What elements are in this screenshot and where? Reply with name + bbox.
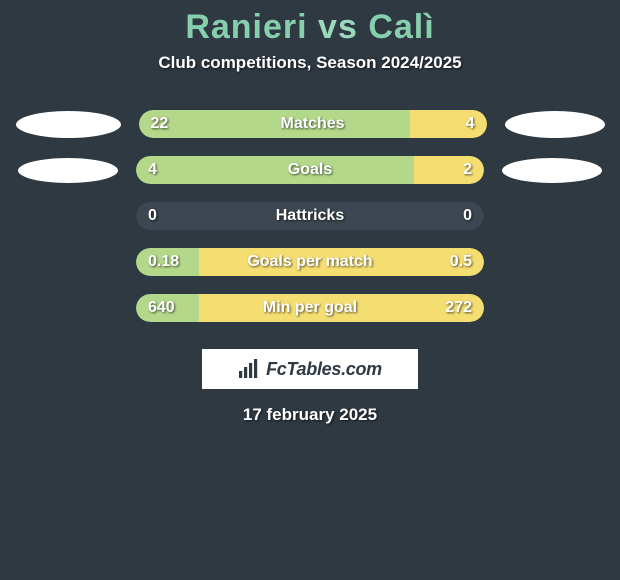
chart-bars-icon (238, 359, 260, 379)
subtitle: Club competitions, Season 2024/2025 (0, 53, 620, 101)
stat-value-left: 0.18 (148, 248, 179, 276)
stat-bar: 0.180.5Goals per match (136, 248, 484, 276)
player2-name: Calì (368, 8, 434, 46)
stat-value-right: 0.5 (450, 248, 472, 276)
stat-value-right: 0 (463, 202, 472, 230)
comparison-row: 640272Min per goal (0, 285, 620, 331)
stat-bar: 224Matches (139, 110, 487, 138)
distribution-ellipse-left (16, 111, 121, 138)
stat-bar: 640272Min per goal (136, 294, 484, 322)
brand-box: FcTables.com (202, 349, 418, 389)
stat-value-right: 4 (466, 110, 475, 138)
comparison-row: 224Matches (0, 101, 620, 147)
stat-value-left: 4 (148, 156, 157, 184)
bar-fill-right (199, 294, 484, 322)
vs-word: vs (318, 8, 358, 46)
bar-fill-right (199, 248, 484, 276)
distribution-ellipse-right (505, 111, 605, 138)
bar-fill-left (136, 156, 414, 184)
stat-value-left: 22 (151, 110, 169, 138)
stat-value-left: 640 (148, 294, 175, 322)
stat-bar: 00Hattricks (136, 202, 484, 230)
page-title: Ranieri vs Calì (0, 0, 620, 53)
distribution-ellipse-right (502, 158, 602, 183)
stat-bar: 42Goals (136, 156, 484, 184)
date-line: 17 february 2025 (0, 405, 620, 425)
bar-fill-right (410, 110, 487, 138)
stat-value-right: 2 (463, 156, 472, 184)
distribution-ellipse-left (18, 158, 118, 183)
brand-text: FcTables.com (266, 359, 382, 380)
bar-fill-right (414, 156, 484, 184)
stat-value-right: 272 (445, 294, 472, 322)
comparison-chart: 224Matches42Goals00Hattricks0.180.5Goals… (0, 101, 620, 331)
stat-value-left: 0 (148, 202, 157, 230)
player1-name: Ranieri (185, 8, 307, 46)
bar-fill-neutral (136, 202, 484, 230)
comparison-row: 00Hattricks (0, 193, 620, 239)
comparison-row: 0.180.5Goals per match (0, 239, 620, 285)
bar-fill-left (139, 110, 410, 138)
comparison-row: 42Goals (0, 147, 620, 193)
